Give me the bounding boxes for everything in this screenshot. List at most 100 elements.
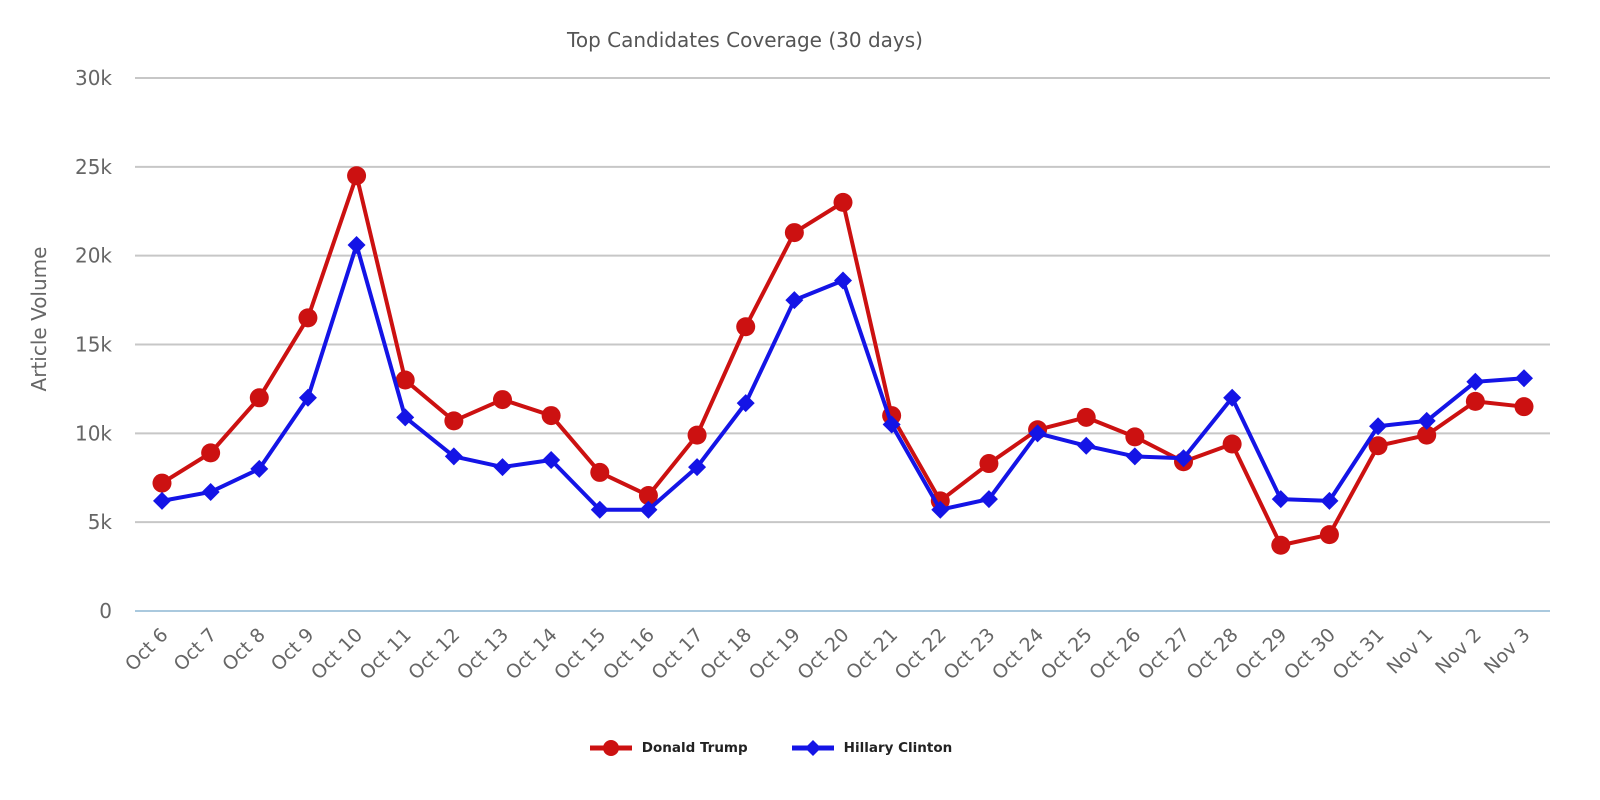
hillary-clinton-point[interactable] (590, 500, 609, 519)
donald-trump-point[interactable] (1319, 525, 1339, 545)
x-tick-label: Oct 12 (404, 624, 464, 684)
hillary-clinton-point[interactable] (1271, 490, 1290, 509)
x-tick-label: Oct 28 (1183, 624, 1243, 684)
x-tick-label: Oct 18 (696, 624, 756, 684)
hillary-clinton-point[interactable] (979, 490, 998, 509)
donald-trump-point[interactable] (638, 486, 658, 506)
x-tick-label: Oct 20 (793, 624, 853, 684)
x-tick-label: Oct 14 (502, 624, 562, 684)
x-tick-label: Oct 16 (599, 624, 659, 684)
donald-trump-point[interactable] (444, 411, 464, 431)
x-tick-label: Oct 11 (356, 624, 416, 684)
donald-trump-point[interactable] (493, 390, 512, 410)
hillary-clinton-point[interactable] (1077, 436, 1096, 455)
donald-trump-point[interactable] (1368, 436, 1388, 456)
hillary-clinton-point[interactable] (153, 491, 171, 510)
x-tick-label: Oct 24 (988, 624, 1048, 684)
donald-trump-point[interactable] (541, 406, 561, 426)
x-tick-label: Oct 27 (1134, 624, 1194, 684)
hillary-clinton-point[interactable] (931, 500, 950, 519)
donald-trump-line (160, 173, 1526, 548)
hillary-clinton-point[interactable] (1417, 411, 1436, 430)
hillary-clinton-point[interactable] (1174, 449, 1193, 468)
x-tick-label: Oct 7 (170, 624, 222, 676)
donald-trump-point[interactable] (1076, 407, 1096, 427)
hillary-clinton-point[interactable] (493, 458, 512, 477)
y-tick-label: 10k (75, 421, 112, 445)
donald-trump-point[interactable] (833, 192, 853, 212)
donald-trump-point[interactable] (1465, 391, 1485, 411)
hillary-clinton-point[interactable] (1466, 372, 1485, 391)
chart-title: Top Candidates Coverage (30 days) (567, 28, 923, 52)
x-tick-label: Oct 22 (891, 624, 951, 684)
donald-trump-point[interactable] (687, 425, 707, 445)
x-tick-label: Oct 17 (647, 624, 707, 684)
hillary-clinton-point[interactable] (201, 482, 220, 501)
x-tick-label: Nov 2 (1431, 624, 1486, 679)
x-tick-label: Oct 31 (1328, 624, 1388, 684)
donald-trump-point[interactable] (152, 473, 172, 493)
x-tick-label: Oct 29 (1231, 624, 1291, 684)
donald-trump-point[interactable] (249, 388, 269, 408)
hillary-clinton-point[interactable] (250, 459, 269, 478)
x-tick-label: Oct 10 (307, 624, 367, 684)
y-tick-label: 5k (88, 510, 113, 534)
legend-item-hillary-clinton[interactable]: Hillary Clinton (790, 739, 953, 757)
donald-trump-point[interactable] (1514, 397, 1534, 417)
donald-trump-point[interactable] (1417, 425, 1437, 445)
hillary-clinton-point[interactable] (639, 500, 658, 519)
hillary-clinton-point[interactable] (1125, 447, 1144, 466)
legend-label-donald-trump: Donald Trump (641, 740, 748, 756)
hillary-clinton-point[interactable] (542, 450, 561, 469)
hillary-clinton-point[interactable] (1223, 388, 1242, 407)
donald-trump-point[interactable] (201, 443, 221, 463)
hillary-clinton-point[interactable] (834, 271, 852, 290)
x-tick-label: Oct 19 (745, 624, 805, 684)
hillary-clinton-point[interactable] (347, 236, 366, 255)
donald-trump-point[interactable] (1125, 427, 1145, 447)
donald-trump-point[interactable] (298, 308, 318, 328)
y-tick-label: 15k (75, 333, 112, 357)
x-tick-label: Nov 1 (1383, 624, 1438, 679)
x-tick-label: Oct 21 (842, 624, 902, 684)
legend-item-donald-trump[interactable]: Donald Trump (588, 739, 748, 757)
x-tick-label: Oct 26 (1085, 624, 1145, 684)
hillary-clinton-point[interactable] (298, 388, 317, 407)
x-tick-label: Oct 15 (550, 624, 610, 684)
y-tick-label: 25k (75, 155, 112, 179)
donald-trump-point[interactable] (395, 370, 415, 390)
donald-trump-point[interactable] (347, 166, 367, 186)
hillary-clinton-marker-icon (791, 740, 834, 756)
hillary-clinton-point[interactable] (736, 394, 755, 413)
y-tick-label: 20k (75, 244, 112, 268)
hillary-clinton-point[interactable] (882, 415, 901, 434)
donald-trump-point[interactable] (590, 462, 610, 482)
hillary-clinton-point[interactable] (396, 408, 415, 427)
donald-trump-point[interactable] (979, 454, 999, 474)
x-tick-label: Oct 8 (218, 624, 270, 676)
legend-label-hillary-clinton: Hillary Clinton (843, 740, 953, 756)
hillary-clinton-point[interactable] (1028, 424, 1047, 443)
donald-trump-point[interactable] (736, 317, 756, 337)
x-tick-label: Oct 13 (453, 624, 513, 684)
donald-trump-marker-icon (589, 740, 632, 756)
y-tick-label: 30k (75, 66, 112, 90)
hillary-clinton-point[interactable] (1369, 417, 1388, 436)
x-tick-label: Oct 25 (1037, 624, 1097, 684)
hillary-clinton-point[interactable] (1320, 491, 1339, 510)
donald-trump-point[interactable] (784, 223, 804, 243)
hillary-clinton-point[interactable] (444, 447, 463, 466)
x-tick-label: Oct 23 (939, 624, 999, 684)
legend: Donald Trump Hillary Clinton (0, 730, 1540, 766)
hillary-clinton-point[interactable] (785, 291, 804, 310)
hillary-clinton-point[interactable] (688, 458, 707, 477)
donald-trump-point[interactable] (1271, 535, 1291, 555)
x-tick-label: Nov 3 (1480, 624, 1535, 679)
x-tick-label: Oct 30 (1280, 624, 1340, 684)
hillary-clinton-point[interactable] (1515, 369, 1533, 388)
y-tick-label: 0 (99, 599, 112, 623)
x-tick-label: Oct 6 (121, 624, 173, 676)
donald-trump-point[interactable] (1222, 434, 1242, 454)
